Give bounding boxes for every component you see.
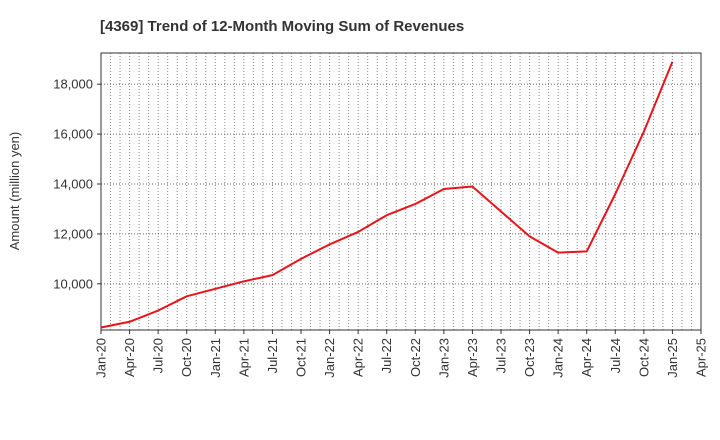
y-tick-label: 10,000 [53, 276, 93, 291]
plot-frame [100, 52, 702, 331]
x-tick-label: Jul-24 [608, 338, 623, 373]
y-tick-label: 12,000 [53, 226, 93, 241]
y-tick-label: 16,000 [53, 127, 93, 142]
x-tick-label: Apr-24 [579, 338, 594, 377]
x-tick-label: Jul-22 [379, 338, 394, 373]
x-tick-label: Jan-22 [322, 338, 337, 378]
y-tick-label: 14,000 [53, 177, 93, 192]
series-line [100, 61, 674, 329]
x-tick-label: Apr-21 [236, 338, 251, 377]
x-tick-label: Jul-21 [265, 338, 280, 373]
x-tick-label: Apr-25 [694, 338, 709, 377]
x-tick-label: Jan-25 [665, 338, 680, 378]
y-axis-label: Amount (million yen) [7, 132, 22, 251]
x-tick-label: Apr-20 [122, 338, 137, 377]
grid-lines [101, 53, 701, 330]
x-tick-label: Jan-24 [551, 338, 566, 378]
y-tick-label: 18,000 [53, 77, 93, 92]
x-tick-label: Jul-20 [151, 338, 166, 373]
x-tick-label: Oct-22 [408, 338, 423, 377]
x-tick-label: Oct-23 [522, 338, 537, 377]
x-tick-label: Oct-24 [636, 338, 651, 377]
x-tick-label: Jan-21 [208, 338, 223, 378]
x-tick-label: Oct-21 [294, 338, 309, 377]
y-axis: 10,000 12,000 14,000 16,000 18,000 [53, 77, 101, 291]
x-tick-label: Jul-23 [494, 338, 509, 373]
chart-title: [4369] Trend of 12-Month Moving Sum of R… [100, 18, 464, 35]
x-tick-label: Oct-20 [179, 338, 194, 377]
x-tick-label: Jan-20 [94, 338, 109, 378]
series-group [100, 61, 674, 329]
x-tick-label: Jan-23 [436, 338, 451, 378]
x-tick-label: Apr-23 [465, 338, 480, 377]
x-axis: Jan-20 Apr-20 Jul-20 Oct-20 Jan-21 Apr-21 Jul-… [94, 330, 709, 378]
x-tick-label: Apr-22 [351, 338, 366, 377]
